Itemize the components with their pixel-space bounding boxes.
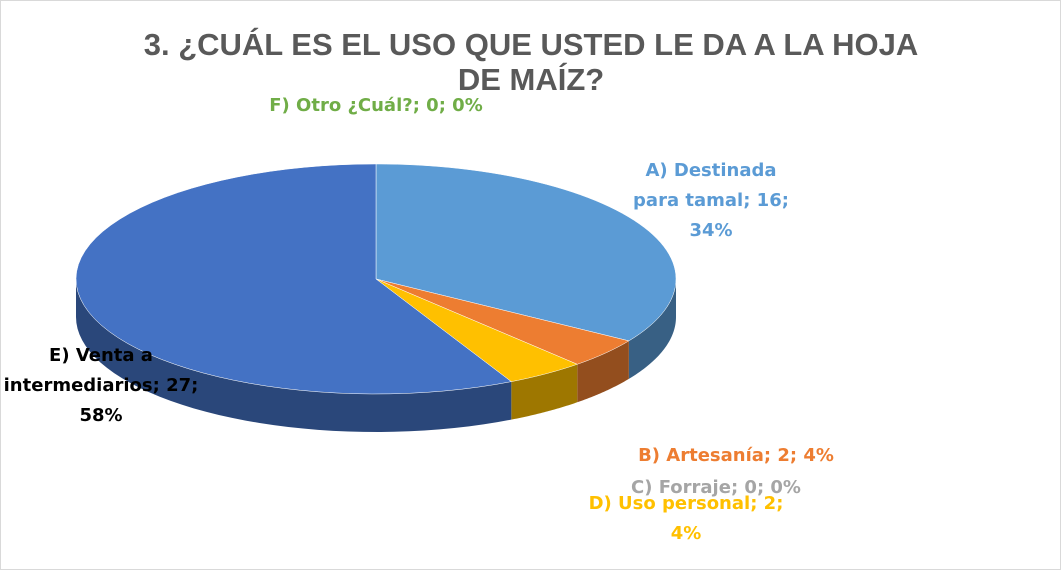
- slice: [375, 163, 677, 342]
- percent-label: 4%: [803, 445, 834, 466]
- value-label: 2: [763, 493, 777, 514]
- percent-label: 34%: [689, 220, 733, 241]
- chart-title: 3. ¿CUÁL ES EL USO QUE USTED LE DA A LA …: [143, 27, 919, 97]
- percent-label: 58%: [79, 405, 123, 426]
- separator: ;: [776, 493, 784, 514]
- separator: ;: [412, 95, 427, 116]
- separator: ;: [750, 493, 764, 514]
- category-label: B) Artesanía: [638, 445, 764, 466]
- value-label: 2: [777, 445, 790, 466]
- separator: ;: [152, 375, 167, 396]
- slice-side: [577, 340, 629, 403]
- separator: ;: [763, 445, 778, 466]
- value-label: 27: [166, 375, 192, 396]
- data-label: D) Uso personal; 2; 4%: [571, 489, 801, 549]
- category-label: E) Venta a intermediarios: [3, 345, 153, 396]
- slice: [375, 278, 630, 365]
- slice: [375, 278, 578, 382]
- data-label: E) Venta a intermediarios; 27; 58%: [1, 341, 201, 431]
- value-label: 0: [744, 477, 757, 498]
- separator: ;: [730, 477, 745, 498]
- category-label: D) Uso personal: [588, 493, 751, 514]
- data-label: C) Forraje; 0; 0%: [601, 473, 831, 503]
- value-label: 16: [756, 190, 782, 211]
- percent-label: 4%: [670, 523, 702, 544]
- value-label: 0: [426, 95, 439, 116]
- data-label: B) Artesanía; 2; 4%: [621, 441, 851, 471]
- percent-label: 0%: [770, 477, 801, 498]
- category-label: A) Destinada para tamal: [633, 160, 777, 211]
- separator: ;: [438, 95, 453, 116]
- slice: [75, 163, 512, 395]
- slice-side: [628, 279, 676, 379]
- separator: ;: [781, 190, 789, 211]
- separator: ;: [789, 445, 804, 466]
- category-label: C) Forraje: [631, 477, 731, 498]
- separator: ;: [756, 477, 771, 498]
- percent-label: 0%: [452, 95, 483, 116]
- separator: ;: [743, 190, 757, 211]
- data-label: F) Otro ¿Cuál?; 0; 0%: [261, 91, 491, 121]
- slice-side: [511, 364, 578, 420]
- category-label: F) Otro ¿Cuál?: [269, 95, 413, 116]
- data-label: A) Destinada para tamal; 16; 34%: [631, 156, 791, 246]
- separator: ;: [191, 375, 199, 396]
